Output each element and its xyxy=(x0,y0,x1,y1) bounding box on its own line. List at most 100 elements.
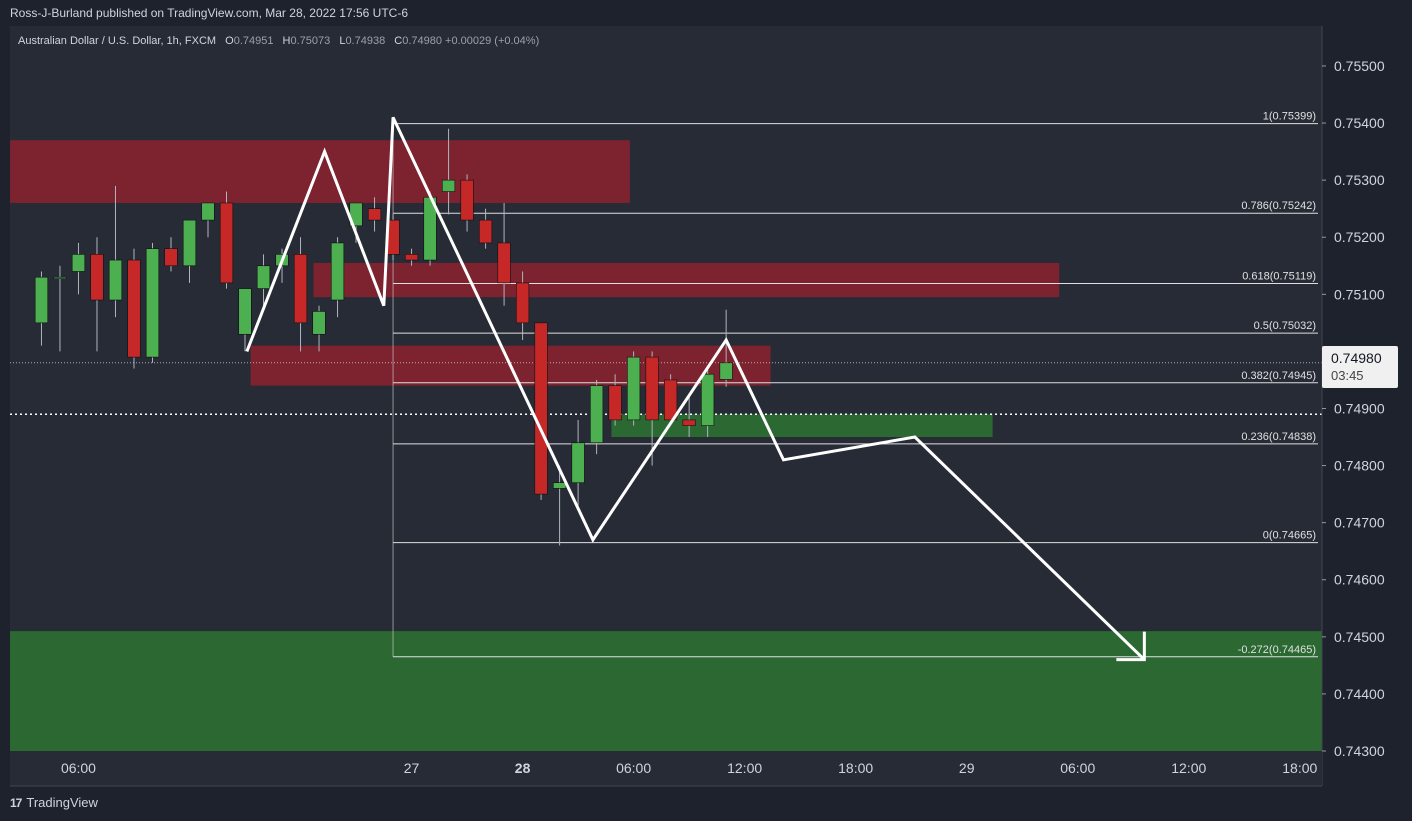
candle xyxy=(608,374,622,426)
low-label: L xyxy=(339,35,346,47)
footer-brand[interactable]: 17 TradingView xyxy=(10,795,98,810)
candle xyxy=(534,322,548,500)
tradingview-logo-icon: 17 xyxy=(10,795,22,810)
candle-body xyxy=(53,276,67,279)
candle-body xyxy=(441,179,456,192)
candle-body xyxy=(219,202,234,284)
fib-level-label: 0.5(0.75032) xyxy=(1254,320,1316,332)
fib-level-label: 0.786(0.75242) xyxy=(1241,200,1316,212)
price-tick-label: 0.74600 xyxy=(1334,572,1385,588)
author-name[interactable]: Ross-J-Burland xyxy=(10,6,93,20)
fib-level-label: 0.618(0.75119) xyxy=(1242,270,1316,282)
close-value: 0.74980 xyxy=(402,35,442,47)
candle-body xyxy=(534,322,548,495)
price-tick-label: 0.75500 xyxy=(1334,58,1385,74)
candle-body xyxy=(719,362,733,380)
candle-body xyxy=(145,248,160,358)
candle xyxy=(719,309,733,387)
low-value: 0.74938 xyxy=(345,35,386,47)
candle-body xyxy=(404,254,419,261)
time-tick-label: 06:00 xyxy=(1060,760,1095,776)
price-axis-background xyxy=(1322,26,1402,786)
candle-body xyxy=(497,242,511,284)
pattern-projection-path xyxy=(245,116,1146,661)
price-tick-label: 0.74400 xyxy=(1334,686,1385,702)
time-tick-label: 06:00 xyxy=(616,760,651,776)
publish-info: published on TradingView.com, Mar 28, 20… xyxy=(96,6,409,20)
time-tick-label: 18:00 xyxy=(1282,760,1317,776)
price-tick-label: 0.74800 xyxy=(1334,458,1385,474)
time-tick-label: 28 xyxy=(515,760,531,776)
open-label: O xyxy=(225,35,234,47)
candle-body xyxy=(182,219,197,267)
high-value: 0.75073 xyxy=(290,35,331,47)
fib-level-label: 0.382(0.74945) xyxy=(1241,370,1316,382)
candle xyxy=(682,397,696,438)
fib-level-label: 0(0.74665) xyxy=(1263,530,1316,542)
candles-layer xyxy=(34,128,733,546)
candle xyxy=(34,271,49,346)
candle-body xyxy=(293,254,308,324)
symbol-name[interactable]: Australian Dollar / U.S. Dollar, 1h, FXC… xyxy=(18,35,217,47)
candle xyxy=(367,197,382,232)
candle-body xyxy=(682,419,696,426)
candle xyxy=(219,191,234,289)
high-label: H xyxy=(282,35,291,47)
candle-body xyxy=(664,379,678,421)
time-tick-label: 12:00 xyxy=(1171,760,1206,776)
candle xyxy=(201,202,215,238)
candle xyxy=(238,288,252,352)
change-value: +0.00029 (+0.04%) xyxy=(445,35,540,47)
candle-body xyxy=(312,311,326,335)
axes-layer: 0.75500 0.75400 0.75300 0.75200 0.75100 0.750… xyxy=(10,26,1402,787)
time-tick-label: 27 xyxy=(404,760,420,776)
candle-body xyxy=(256,265,271,289)
candle-body xyxy=(571,442,585,483)
candle-body xyxy=(367,208,382,221)
candle-body xyxy=(645,356,659,421)
fibonacci-layer: 1(0.75399) 0.786(0.75242) 0.618(0.75119) 0.… xyxy=(10,111,1322,658)
candle-body xyxy=(701,373,715,426)
candle-body xyxy=(127,259,141,358)
candle xyxy=(664,374,678,421)
brand-name: TradingView xyxy=(26,795,98,810)
candle-body xyxy=(608,385,622,421)
candle xyxy=(145,242,160,363)
candle-body xyxy=(460,179,474,221)
fib-level-label: -0.272(0.74465) xyxy=(1238,644,1316,656)
supply-zone-0 xyxy=(10,140,630,203)
demand-zone-4 xyxy=(10,631,1322,751)
publish-header: Ross-J-Burland published on TradingView.… xyxy=(10,6,408,24)
candle xyxy=(478,208,493,249)
price-tick-label: 0.74300 xyxy=(1334,743,1385,759)
candle xyxy=(312,305,326,352)
candle xyxy=(590,379,604,455)
pattern-layer xyxy=(245,116,1146,662)
supply-zone-1 xyxy=(313,262,1060,298)
candle xyxy=(497,202,511,306)
price-tick-label: 0.75300 xyxy=(1334,172,1385,188)
candle-body xyxy=(330,242,345,301)
candle xyxy=(330,237,345,318)
candle xyxy=(293,237,308,352)
candle-body xyxy=(34,276,49,324)
candle xyxy=(645,351,659,466)
price-tick-label: 0.74500 xyxy=(1334,629,1385,645)
current-price-tag: 0.74980 03:45 xyxy=(1322,346,1398,388)
price-tick-label: 0.75100 xyxy=(1334,286,1385,302)
candle xyxy=(182,219,197,283)
candle-body xyxy=(627,356,641,421)
candle-body xyxy=(515,282,530,324)
candle xyxy=(571,419,585,506)
candle-body xyxy=(238,288,252,335)
close-label: C xyxy=(394,35,403,47)
fib-level-label: 0.236(0.74838) xyxy=(1241,431,1316,443)
symbol-legend: Australian Dollar / U.S. Dollar, 1h, FXC… xyxy=(18,35,539,47)
candle xyxy=(627,351,641,426)
candle xyxy=(404,248,419,266)
candle-body xyxy=(478,219,493,244)
price-tick-label: 0.74700 xyxy=(1334,515,1385,531)
candle xyxy=(701,368,715,438)
time-tick-label: 29 xyxy=(959,760,975,776)
